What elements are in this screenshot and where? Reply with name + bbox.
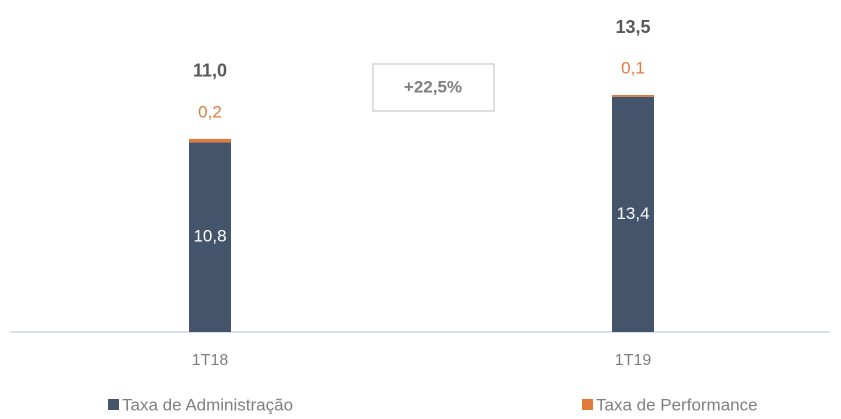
x-tick-label: 1T19 — [615, 352, 652, 369]
value-label: 0,1 — [621, 58, 645, 77]
bar-segment — [189, 142, 231, 332]
bar-segment — [189, 138, 231, 143]
legend-label: Taxa de Administração — [122, 395, 293, 414]
legend-swatch — [582, 399, 593, 410]
annotation-box — [372, 63, 495, 112]
annotation: +22,5% — [404, 77, 462, 96]
bar-segment — [612, 95, 654, 97]
value-label: 0,2 — [198, 102, 222, 121]
total-label: 11,0 — [193, 61, 227, 81]
x-tick-label: 1T18 — [192, 352, 229, 369]
legend-swatch — [108, 399, 119, 410]
value-label: 13,4 — [616, 204, 649, 223]
legend-label: Taxa de Performance — [596, 395, 758, 414]
value-label: 10,8 — [193, 227, 226, 246]
bar-segment — [612, 96, 654, 332]
total-label: 13,5 — [615, 17, 650, 37]
